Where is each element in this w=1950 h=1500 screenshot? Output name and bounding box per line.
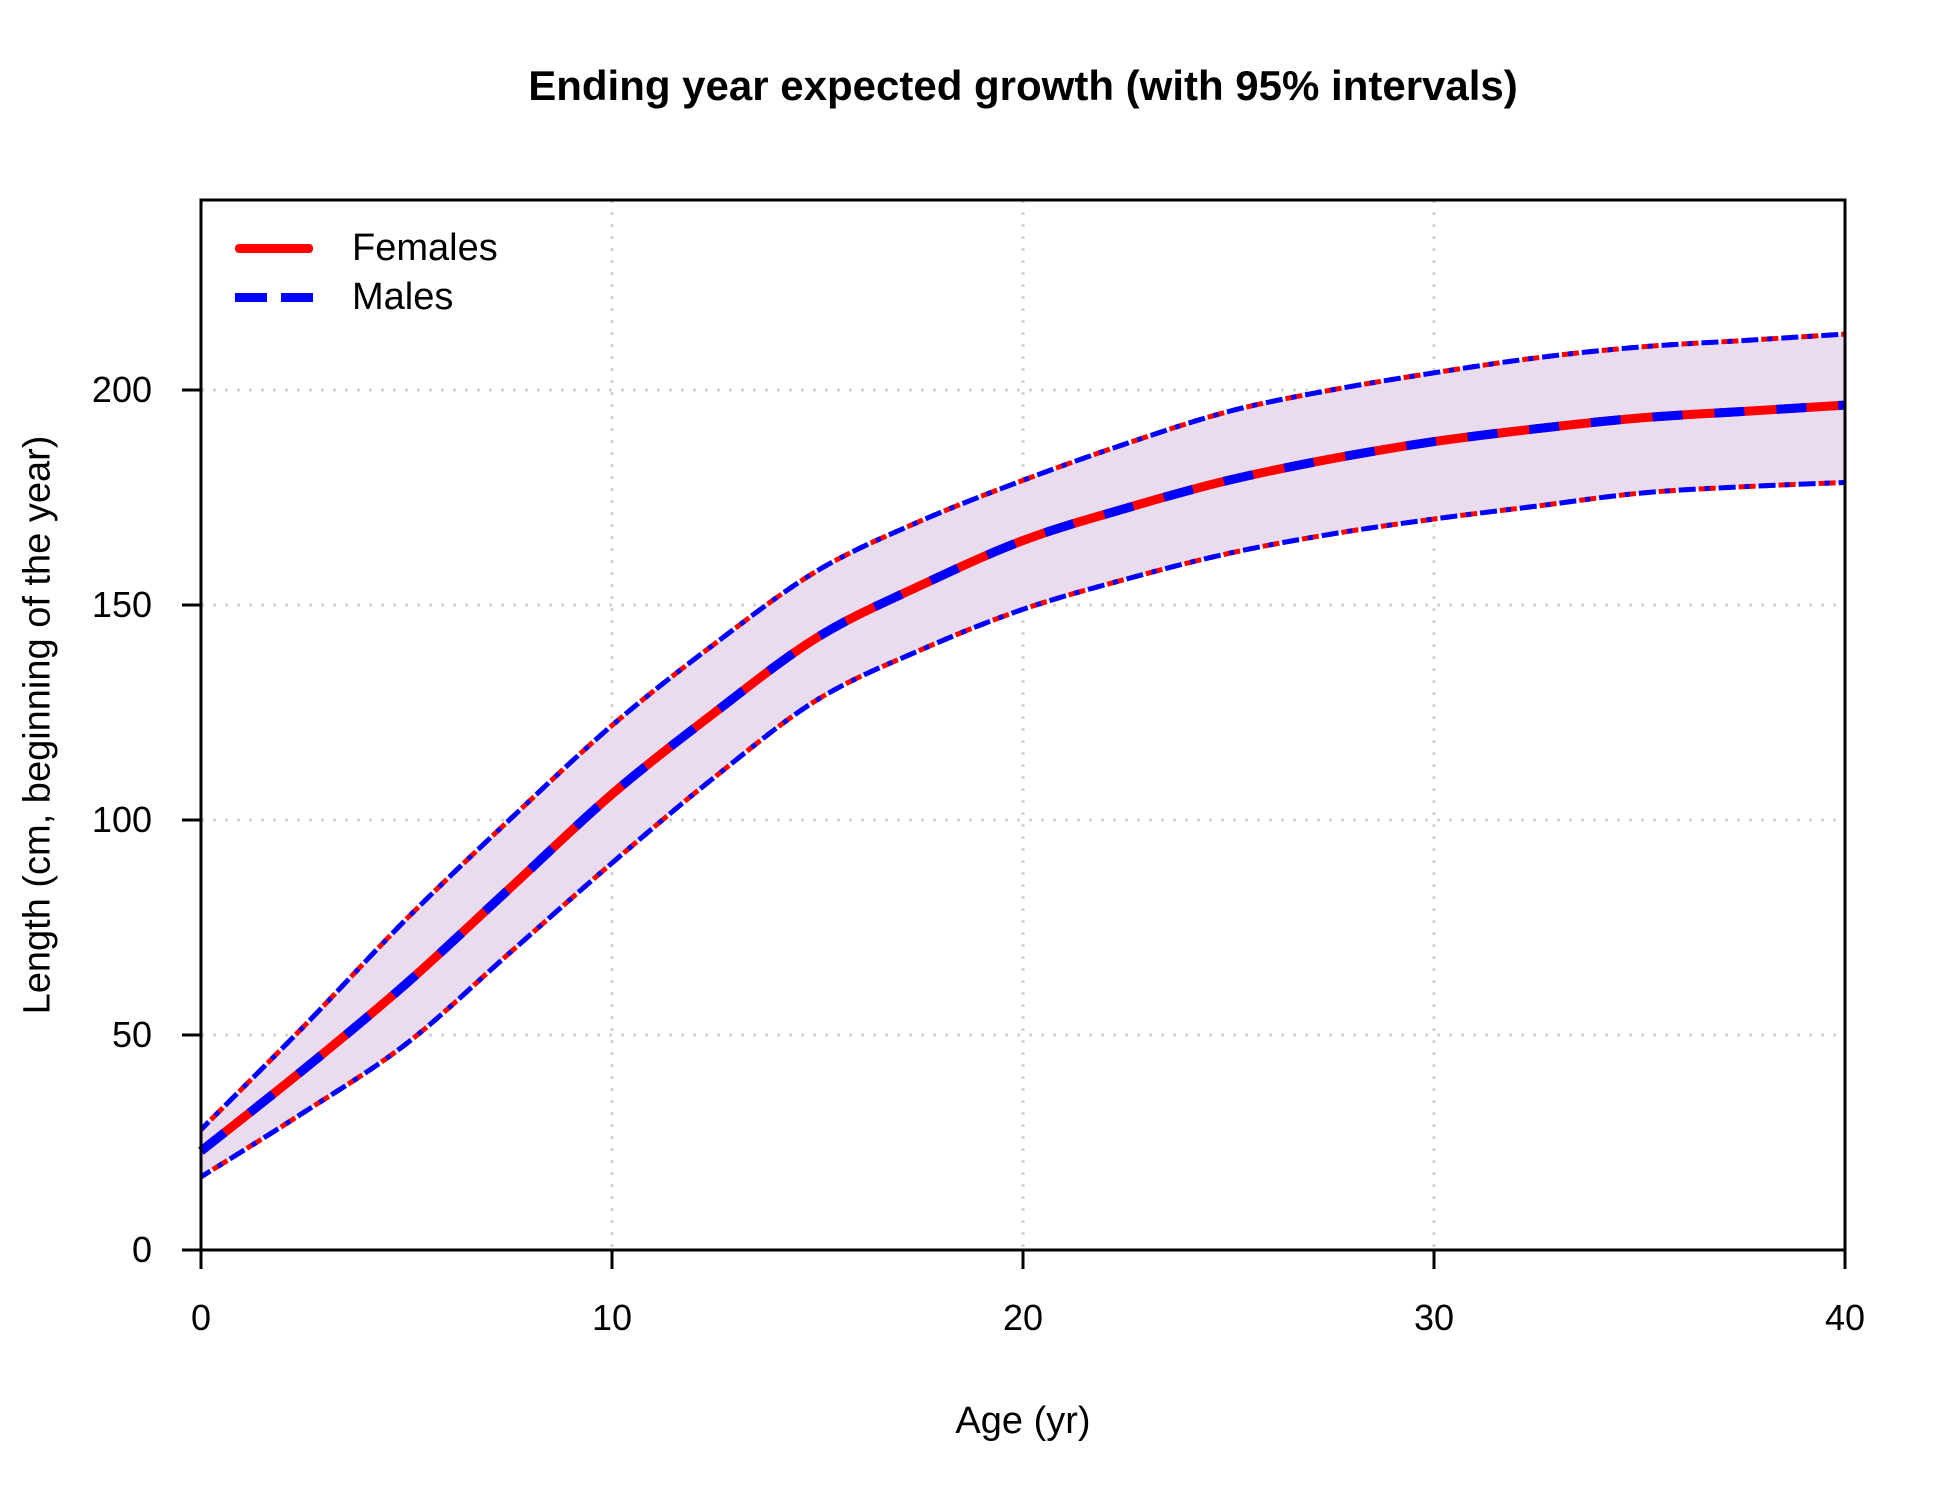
x-axis-title: Age (yr) [955, 1400, 1091, 1442]
x-tick-label: 10 [591, 1297, 633, 1338]
legend: Females Males [235, 226, 498, 324]
males-line-swatch [235, 292, 313, 302]
x-tick-label: 30 [1413, 1297, 1455, 1338]
y-tick-label: 50 [111, 1014, 152, 1055]
x-tick-label: 0 [190, 1297, 212, 1338]
plot-border [199, 198, 1847, 1252]
legend-label-males: Males [352, 276, 454, 318]
legend-item-males: Males [235, 275, 498, 319]
confidence-band [201, 334, 1845, 1177]
y-tick-label: 200 [91, 369, 152, 410]
chart-title: Ending year expected growth (with 95% in… [528, 62, 1518, 109]
legend-label-females: Females [352, 227, 498, 269]
lower-95-line-males [199, 480, 1846, 1180]
upper-95-line-males [199, 331, 1846, 1132]
y-tick-label: 0 [131, 1229, 152, 1270]
y-axis-title: Length (cm, beginning of the year) [16, 435, 59, 1015]
legend-item-females: Females [235, 226, 498, 270]
x-tick-label: 40 [1824, 1297, 1866, 1338]
females-line-swatch [235, 243, 313, 253]
mean-line-males [198, 400, 1846, 1155]
upper-95-line-females [199, 331, 1846, 1132]
y-tick-label: 150 [91, 584, 152, 625]
y-tick-label: 100 [91, 799, 152, 840]
x-tick-label: 20 [1002, 1297, 1044, 1338]
